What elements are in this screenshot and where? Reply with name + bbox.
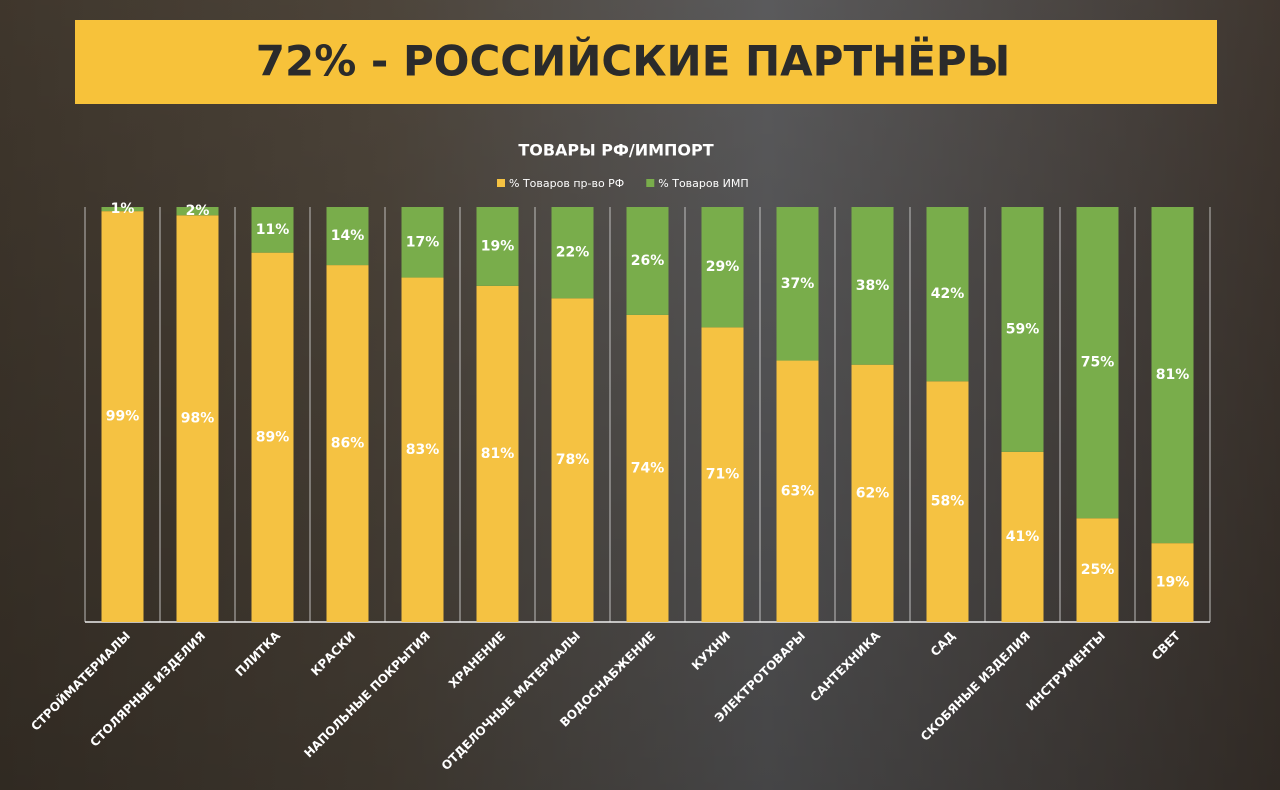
value-label: 17% bbox=[406, 234, 440, 250]
bar-segment bbox=[176, 207, 219, 216]
value-label: 63% bbox=[781, 483, 815, 499]
banner bbox=[75, 20, 1217, 104]
legend-swatch bbox=[646, 179, 655, 187]
value-label: 98% bbox=[181, 411, 215, 427]
bar-segment bbox=[851, 207, 894, 365]
bar-segment bbox=[1001, 451, 1044, 622]
bar-segment bbox=[326, 265, 369, 622]
bar-segment bbox=[701, 327, 744, 622]
value-label: 19% bbox=[1156, 575, 1190, 591]
bar-segment bbox=[251, 207, 294, 253]
heading: 72% - РОССИЙСКИЕ ПАРТНЁРЫ bbox=[256, 36, 1010, 86]
value-label: 38% bbox=[856, 278, 890, 294]
value-label: 42% bbox=[931, 286, 965, 302]
legend-label: % Товаров ИМП bbox=[658, 177, 748, 190]
bar-segment bbox=[476, 207, 519, 286]
value-label: 99% bbox=[106, 409, 140, 425]
value-label: 86% bbox=[331, 436, 365, 452]
bar-segment bbox=[626, 314, 669, 622]
bar-segment bbox=[776, 360, 819, 622]
value-label: 29% bbox=[706, 259, 740, 275]
bar-segment bbox=[1151, 207, 1194, 544]
bar-segment bbox=[101, 207, 144, 212]
value-label: 19% bbox=[481, 238, 515, 254]
value-label: 1% bbox=[111, 201, 135, 217]
value-label: 81% bbox=[1156, 367, 1190, 383]
value-label: 71% bbox=[706, 467, 740, 483]
bar-segment bbox=[851, 364, 894, 622]
value-label: 2% bbox=[186, 203, 210, 219]
bar-segment bbox=[1151, 543, 1194, 622]
legend-swatch bbox=[497, 179, 505, 187]
bar-segment bbox=[251, 252, 294, 622]
bar-segment bbox=[101, 211, 144, 622]
value-label: 41% bbox=[1006, 529, 1040, 545]
value-label: 89% bbox=[256, 429, 290, 445]
value-label: 26% bbox=[631, 253, 665, 269]
bar-segment bbox=[476, 285, 519, 622]
bar-segment bbox=[626, 207, 669, 315]
value-label: 74% bbox=[631, 460, 665, 476]
value-label: 59% bbox=[1006, 321, 1040, 337]
legend-label: % Товаров пр-во РФ bbox=[509, 177, 624, 190]
bar-segment bbox=[401, 277, 444, 622]
bar-segment bbox=[551, 207, 594, 299]
bar-segment bbox=[551, 298, 594, 622]
bar-segment bbox=[776, 207, 819, 361]
bar-segment bbox=[926, 207, 969, 382]
value-label: 58% bbox=[931, 494, 965, 510]
value-label: 25% bbox=[1081, 562, 1115, 578]
bar-segment bbox=[176, 215, 219, 623]
bar-segment bbox=[926, 381, 969, 622]
value-label: 75% bbox=[1081, 355, 1115, 371]
bar-segment bbox=[401, 207, 444, 278]
value-label: 37% bbox=[781, 276, 815, 292]
value-label: 22% bbox=[556, 245, 590, 261]
value-label: 83% bbox=[406, 442, 440, 458]
value-label: 78% bbox=[556, 452, 590, 468]
value-label: 62% bbox=[856, 485, 890, 501]
bar-segment bbox=[1076, 518, 1119, 622]
bar-segment bbox=[701, 207, 744, 328]
value-label: 14% bbox=[331, 228, 365, 244]
chart-title: ТОВАРЫ РФ/ИМПОРТ bbox=[518, 141, 713, 160]
bar-segment bbox=[1001, 207, 1044, 452]
value-label: 11% bbox=[256, 222, 290, 238]
bar-segment bbox=[326, 207, 369, 266]
value-label: 81% bbox=[481, 446, 515, 462]
bar-segment bbox=[1076, 207, 1119, 519]
